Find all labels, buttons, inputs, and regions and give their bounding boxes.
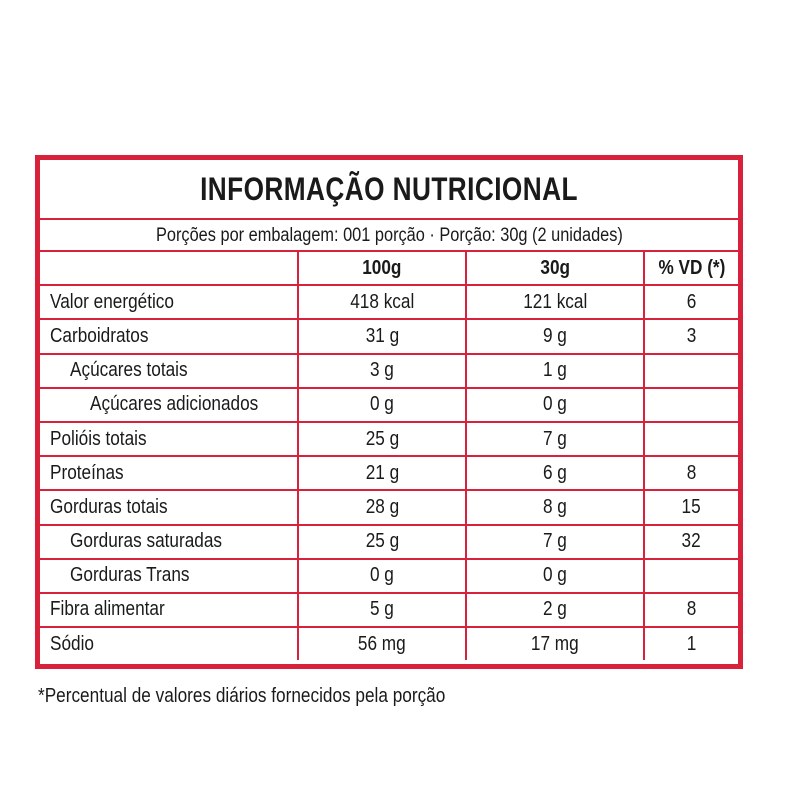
nutrition-facts-panel: INFORMAÇÃO NUTRICIONAL Porções por embal… (35, 155, 743, 669)
value-per-portion: 0 g (465, 386, 644, 422)
header-nutrient (40, 249, 298, 286)
daily-value-percent (643, 420, 738, 457)
value-per-100g: 28 g (297, 489, 466, 525)
nutrient-label: Valor energético (40, 284, 298, 320)
value-per-100g: 3 g (297, 352, 466, 388)
value-per-100g: 25 g (297, 523, 466, 559)
daily-value-percent (643, 557, 738, 593)
value-per-100g: 0 g (297, 386, 466, 422)
daily-value-percent: 1 (643, 626, 738, 661)
nutrient-label: Fibra alimentar (40, 591, 298, 628)
header-daily-value: % VD (*) (643, 249, 738, 286)
table-header-row: 100g 30g % VD (*) (40, 249, 738, 286)
nutrient-label: Açúcares totais (40, 352, 298, 388)
panel-title: INFORMAÇÃO NUTRICIONAL (200, 170, 578, 207)
value-per-portion: 0 g (465, 557, 644, 593)
daily-value-percent: 8 (643, 455, 738, 491)
value-per-100g: 5 g (297, 591, 466, 628)
portion-info: Porções por embalagem: 001 porção · Porç… (40, 218, 738, 252)
nutrition-table: 100g 30g % VD (*) Valor energético 418 kc… (40, 249, 738, 661)
header-per-100g: 100g (297, 249, 466, 286)
daily-value-percent (643, 386, 738, 422)
value-per-portion: 121 kcal (465, 284, 644, 320)
nutrient-label: Gorduras totais (40, 489, 298, 525)
table-row: Sódio 56 mg 17 mg 1 (40, 626, 738, 661)
daily-value-percent: 32 (643, 523, 738, 559)
nutrient-label: Gorduras Trans (40, 557, 298, 593)
footnote: *Percentual de valores diários fornecido… (38, 685, 446, 707)
value-per-portion: 8 g (465, 489, 644, 525)
value-per-portion: 17 mg (465, 626, 644, 661)
nutrient-label: Sódio (40, 626, 298, 661)
value-per-100g: 25 g (297, 420, 466, 457)
value-per-portion: 9 g (465, 318, 644, 354)
value-per-portion: 6 g (465, 455, 644, 491)
nutrient-label: Açúcares adicionados (40, 386, 298, 422)
header-per-portion: 30g (465, 249, 644, 286)
table-row: Valor energético 418 kcal 121 kcal 6 (40, 284, 738, 320)
daily-value-percent: 6 (643, 284, 738, 320)
daily-value-percent (643, 352, 738, 388)
daily-value-percent: 8 (643, 591, 738, 628)
daily-value-percent: 3 (643, 318, 738, 354)
value-per-portion: 7 g (465, 420, 644, 457)
nutrient-label: Proteínas (40, 455, 298, 491)
value-per-100g: 21 g (297, 455, 466, 491)
value-per-portion: 1 g (465, 352, 644, 388)
daily-value-percent: 15 (643, 489, 738, 525)
value-per-100g: 56 mg (297, 626, 466, 661)
value-per-100g: 0 g (297, 557, 466, 593)
nutrient-label: Polióis totais (40, 420, 298, 457)
portion-info-text: Porções por embalagem: 001 porção · Porç… (155, 225, 623, 246)
value-per-portion: 2 g (465, 591, 644, 628)
nutrient-label: Carboidratos (40, 318, 298, 354)
value-per-portion: 7 g (465, 523, 644, 559)
value-per-100g: 31 g (297, 318, 466, 354)
nutrient-label: Gorduras saturadas (40, 523, 298, 559)
value-per-100g: 418 kcal (297, 284, 466, 320)
